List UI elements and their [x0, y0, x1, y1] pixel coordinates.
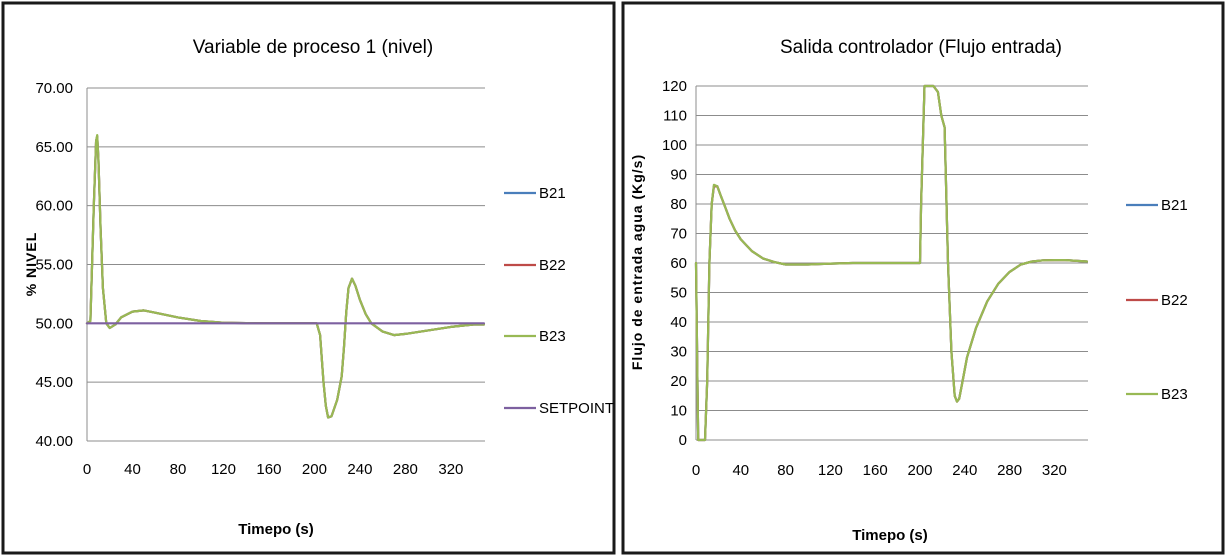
legend-label-b22: B22: [539, 257, 566, 274]
legend: B21 B22 B23: [1126, 197, 1188, 403]
x-tick-label: 120: [818, 462, 843, 479]
y-tick-label: 45.00: [35, 374, 73, 391]
x-tick-label: 240: [952, 462, 977, 479]
x-tick-label: 200: [907, 462, 932, 479]
x-tick-label: 160: [256, 461, 281, 478]
y-tick-label: 70: [670, 226, 687, 243]
y-tick-label: 50: [670, 285, 687, 302]
plot-area: 0 10 20 30 40 50 60 70 80 90 100 110 120 0 40 80 120 160 2…: [662, 78, 1088, 479]
x-tick-label: 0: [692, 462, 700, 479]
y-tick-label: 60.00: [35, 198, 73, 215]
y-tick-label: 110: [663, 108, 687, 125]
y-tick-label: 120: [662, 78, 687, 95]
y-tick-label: 90: [670, 167, 687, 184]
y-tick-label: 0: [679, 432, 687, 449]
x-tick-label: 320: [438, 461, 463, 478]
legend-label-b23: B23: [1161, 386, 1188, 403]
legend-label-b23: B23: [539, 328, 566, 345]
chart-panel-nivel: Variable de proceso 1 (nivel) Timepo (s)…: [1, 1, 616, 555]
legend-label-setpoint: SETPOINT: [539, 400, 614, 417]
chart-frame: [1, 1, 616, 555]
y-tick-label: 100: [662, 137, 687, 154]
y-tick-label: 55.00: [35, 257, 73, 274]
chart-flujo-svg: Salida controlador (Flujo entrada) Timep…: [621, 1, 1225, 555]
legend-label-b22: B22: [1161, 292, 1188, 309]
y-tick-label: 40: [670, 314, 687, 331]
x-tick-label: 200: [302, 461, 327, 478]
y-axis-label: Flujo de entrada agua (Kg/s): [629, 154, 645, 370]
y-tick-label: 40.00: [35, 433, 73, 450]
y-tick-label: 80: [670, 196, 687, 213]
x-tick-label: 40: [732, 462, 749, 479]
x-axis-label: Timepo (s): [238, 521, 314, 538]
y-tick-label: 20: [670, 373, 687, 390]
chart-panel-flujo: Salida controlador (Flujo entrada) Timep…: [621, 0, 1226, 557]
chart-frame: [621, 1, 1225, 555]
plot-area: 40.00 45.00 50.00 55.00 60.00 65.00 70.00 0 40 80…: [35, 80, 485, 478]
x-axis-label: Timepo (s): [852, 527, 928, 544]
y-axis-label: % NIVEL: [23, 232, 39, 297]
series-line-b23: [694, 84, 1088, 442]
y-tick-label: 30: [670, 344, 687, 361]
x-tick-label: 240: [347, 461, 372, 478]
legend-label-b21: B21: [1161, 197, 1188, 214]
y-tick-label: 60: [670, 255, 687, 272]
x-tick-label: 280: [997, 462, 1022, 479]
chart-nivel-svg: Variable de proceso 1 (nivel) Timepo (s)…: [1, 1, 616, 555]
x-tick-label: 80: [170, 461, 187, 478]
y-tick-label: 65.00: [35, 139, 73, 156]
x-tick-label: 40: [124, 461, 141, 478]
x-tick-label: 280: [393, 461, 418, 478]
legend-label-b21: B21: [539, 185, 566, 202]
x-tick-label: 120: [211, 461, 236, 478]
chart-title: Variable de proceso 1 (nivel): [193, 37, 433, 58]
chart-title: Salida controlador (Flujo entrada): [780, 37, 1062, 58]
x-tick-label: 320: [1042, 462, 1067, 479]
y-tick-label: 10: [670, 403, 687, 420]
x-tick-label: 160: [863, 462, 888, 479]
y-tick-label: 70.00: [35, 80, 73, 97]
x-tick-label: 80: [777, 462, 794, 479]
x-tick-label: 0: [83, 461, 91, 478]
legend: B21 B22 B23 SETPOINT: [504, 185, 614, 417]
y-tick-label: 50.00: [35, 315, 73, 332]
